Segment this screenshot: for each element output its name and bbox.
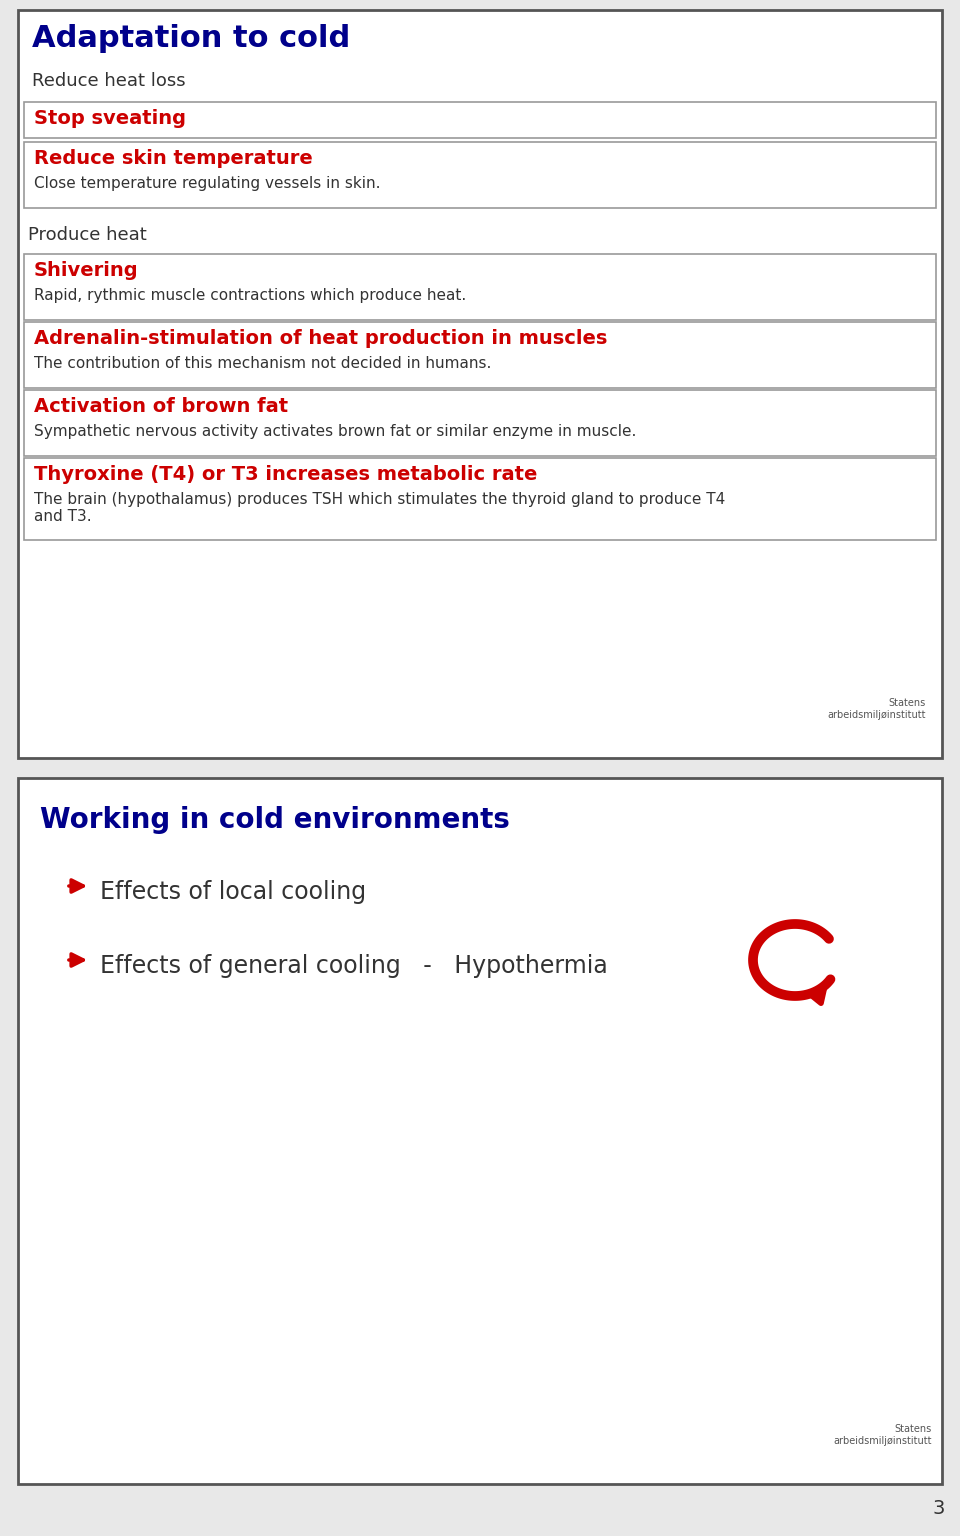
Text: Effects of general cooling   -   Hypothermia: Effects of general cooling - Hypothermia	[100, 954, 608, 978]
Text: Statens
arbeidsmiljøinstitutt: Statens arbeidsmiljøinstitutt	[828, 699, 926, 720]
Text: Shivering: Shivering	[34, 261, 138, 280]
Text: Close temperature regulating vessels in skin.: Close temperature regulating vessels in …	[34, 177, 380, 190]
FancyBboxPatch shape	[18, 11, 942, 757]
Text: Adrenalin-stimulation of heat production in muscles: Adrenalin-stimulation of heat production…	[34, 329, 608, 349]
FancyBboxPatch shape	[24, 253, 936, 319]
Text: Stop sveating: Stop sveating	[34, 109, 186, 127]
Text: The contribution of this mechanism not decided in humans.: The contribution of this mechanism not d…	[34, 356, 492, 372]
Text: Produce heat: Produce heat	[28, 226, 147, 244]
Text: Activation of brown fat: Activation of brown fat	[34, 396, 288, 416]
Text: Reduce skin temperature: Reduce skin temperature	[34, 149, 313, 167]
Text: Sympathetic nervous activity activates brown fat or similar enzyme in muscle.: Sympathetic nervous activity activates b…	[34, 424, 636, 439]
Text: Working in cold environments: Working in cold environments	[40, 806, 510, 834]
FancyBboxPatch shape	[24, 390, 936, 456]
FancyBboxPatch shape	[24, 458, 936, 541]
FancyBboxPatch shape	[24, 323, 936, 389]
FancyBboxPatch shape	[24, 101, 936, 138]
Text: The brain (hypothalamus) produces TSH which stimulates the thyroid gland to prod: The brain (hypothalamus) produces TSH wh…	[34, 492, 725, 524]
FancyBboxPatch shape	[24, 141, 936, 207]
FancyBboxPatch shape	[18, 779, 942, 1484]
Text: Statens
arbeidsmiljøinstitutt: Statens arbeidsmiljøinstitutt	[833, 1424, 932, 1445]
Text: Rapid, rythmic muscle contractions which produce heat.: Rapid, rythmic muscle contractions which…	[34, 289, 467, 303]
Text: 3: 3	[932, 1499, 945, 1518]
Text: Effects of local cooling: Effects of local cooling	[100, 880, 366, 905]
Text: Adaptation to cold: Adaptation to cold	[32, 25, 350, 54]
Text: Thyroxine (T4) or T3 increases metabolic rate: Thyroxine (T4) or T3 increases metabolic…	[34, 465, 538, 484]
Text: Reduce heat loss: Reduce heat loss	[32, 72, 185, 91]
